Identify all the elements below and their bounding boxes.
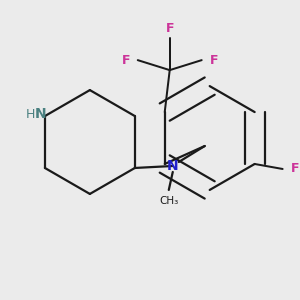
Text: F: F xyxy=(166,22,174,35)
Text: N: N xyxy=(167,159,178,173)
Text: N: N xyxy=(35,107,47,121)
Text: H: H xyxy=(26,108,36,121)
Text: F: F xyxy=(122,54,130,67)
Text: F: F xyxy=(291,163,300,176)
Text: CH₃: CH₃ xyxy=(159,196,178,206)
Text: F: F xyxy=(209,54,218,67)
